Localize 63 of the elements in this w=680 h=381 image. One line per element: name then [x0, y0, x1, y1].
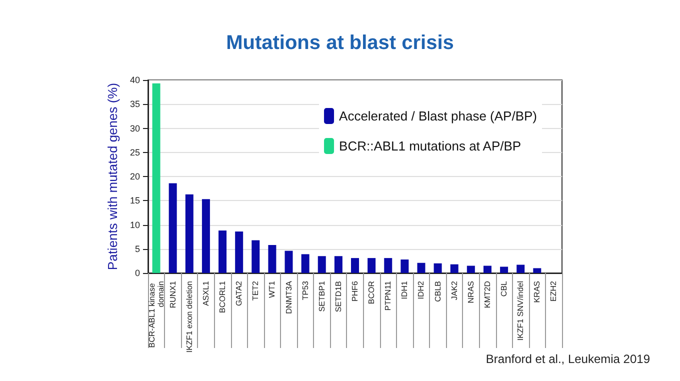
x-tick-label: CBLB — [433, 281, 442, 302]
x-tick-label: NRAS — [466, 281, 476, 304]
bar — [168, 183, 177, 273]
legend-label: BCR::ABL1 mutations at AP/BP — [339, 138, 522, 154]
y-tick-label: 5 — [134, 244, 140, 254]
bar — [417, 262, 426, 273]
y-tick-label: 40 — [130, 75, 140, 85]
y-tick-label: 25 — [130, 147, 140, 158]
bar — [152, 83, 160, 273]
y-tick-label: 15 — [130, 196, 140, 206]
y-axis-title: Patients with mutated genes (%) — [105, 82, 120, 270]
bar — [434, 263, 442, 273]
x-tick-label: CBL — [500, 280, 509, 297]
x-tick-label: KRAS — [532, 281, 542, 303]
x-tick-label: GATA2 — [234, 280, 244, 306]
x-tick-label: ASXL1 — [201, 280, 210, 306]
x-tick-label: BCR-ABL1 kinase domain — [147, 281, 166, 348]
bar — [301, 254, 310, 273]
x-tick-label: EZH2 — [549, 280, 558, 302]
x-tick-label: BCOR — [367, 280, 376, 304]
text: Branford et al., Leukemia 2019 — [486, 352, 650, 366]
x-tick-label: IDH1 — [400, 280, 410, 300]
bar — [318, 256, 326, 273]
bar — [334, 256, 342, 273]
x-tick-label: JAK2 — [450, 280, 459, 300]
bar — [466, 266, 475, 273]
bar — [516, 264, 525, 273]
bar — [368, 258, 376, 273]
x-tick-label: IKZF1 exon deletion — [184, 281, 194, 353]
bar — [500, 266, 508, 273]
bar — [218, 230, 227, 273]
bar — [533, 268, 542, 273]
x-tick-label: SETD1B — [334, 281, 343, 312]
x-tick-label: IKZF1 SNV/indel — [516, 280, 526, 341]
x-tick-label: BCORL1 — [218, 280, 228, 314]
x-tick-label: KMT2D — [482, 280, 492, 308]
bar — [284, 250, 293, 273]
bar — [351, 258, 359, 273]
x-tick-label: TET2 — [251, 280, 260, 301]
bar — [185, 194, 194, 273]
bar — [235, 232, 244, 273]
y-tick-label: 30 — [130, 123, 140, 134]
legend-label: Accelerated / Blast phase (AP/BP) — [339, 108, 537, 124]
bar — [202, 199, 210, 273]
bar — [450, 264, 458, 273]
bar — [384, 258, 392, 273]
y-tick-label: 35 — [130, 99, 140, 110]
bar — [268, 245, 276, 273]
y-tick-label: 20 — [130, 172, 140, 182]
chart-title: Mutations at blast crisis — [226, 32, 454, 54]
x-tick-label: TP53 — [300, 280, 310, 300]
x-tick-label: IDH2 — [416, 280, 426, 300]
y-tick-label: 0 — [134, 268, 140, 278]
bar — [483, 266, 492, 273]
x-tick-label: PHF6 — [350, 280, 360, 302]
x-tick-label: DNMT3A — [284, 280, 294, 314]
x-tick-label: RUNX1 — [168, 280, 178, 308]
bar — [252, 240, 260, 273]
x-tick-label: PTPN11 — [384, 280, 393, 311]
y-tick-label: 10 — [130, 220, 140, 230]
x-tick-label: WT1 — [268, 280, 277, 298]
x-tick-label: SETBP1 — [317, 280, 326, 312]
bar — [400, 259, 409, 273]
